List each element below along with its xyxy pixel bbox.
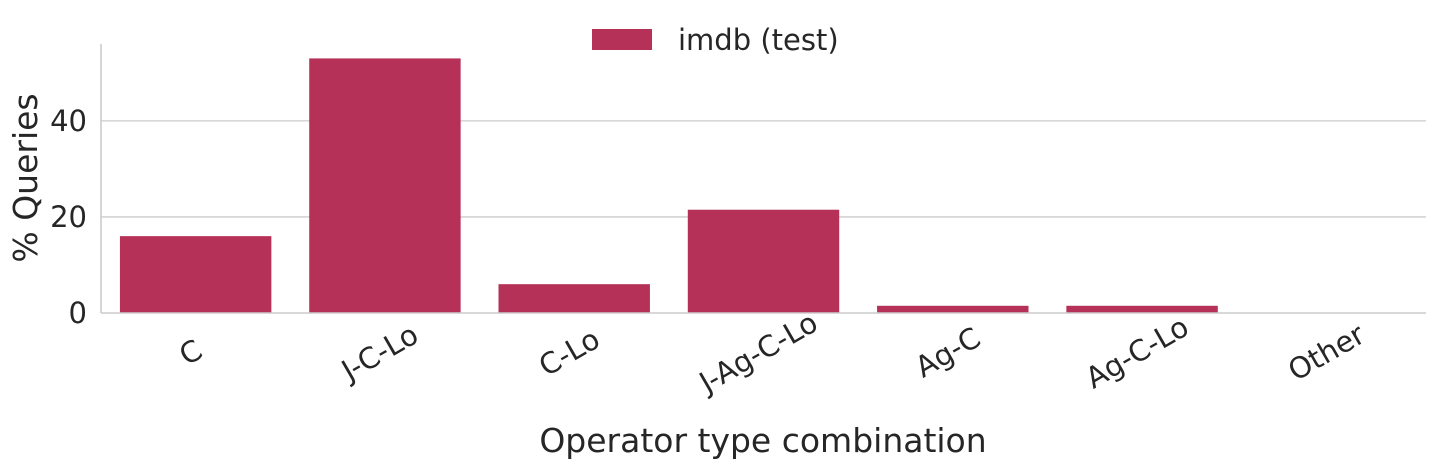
- x-tick-label: J-Ag-C-Lo: [692, 305, 823, 401]
- gridlines: [101, 120, 1426, 218]
- y-tick-label: 0: [69, 296, 87, 330]
- bar-c: [119, 236, 272, 313]
- bars: [119, 58, 1218, 314]
- x-tick-label: Other: [1282, 317, 1370, 388]
- bar-j-ag-c-lo: [687, 209, 840, 313]
- y-axis-label: % Queries: [6, 93, 45, 262]
- x-tick-label: Ag-C: [909, 320, 986, 384]
- x-tick-label: C-Lo: [533, 322, 606, 383]
- y-tick-labels: 0 20 40: [50, 104, 87, 330]
- x-tick-labels: C J-C-Lo C-Lo J-Ag-C-Lo Ag-C Ag-C-Lo Other: [173, 305, 1370, 401]
- bar-ag-c-lo: [1066, 305, 1218, 313]
- bar-c-lo: [498, 284, 650, 313]
- x-axis-label: Operator type combination: [539, 421, 986, 460]
- legend-swatch: [592, 29, 652, 50]
- x-tick-label: C: [173, 333, 208, 373]
- y-tick-label: 40: [50, 104, 87, 138]
- legend: imdb (test): [592, 23, 839, 57]
- x-tick-label: J-C-Lo: [334, 317, 424, 388]
- axes: [100, 44, 1426, 314]
- x-tick-label: Ag-C-Lo: [1080, 309, 1195, 395]
- legend-label: imdb (test): [678, 23, 839, 57]
- bar-ag-c: [877, 305, 1029, 313]
- y-tick-label: 20: [50, 200, 87, 234]
- bar-j-c-lo: [309, 58, 461, 314]
